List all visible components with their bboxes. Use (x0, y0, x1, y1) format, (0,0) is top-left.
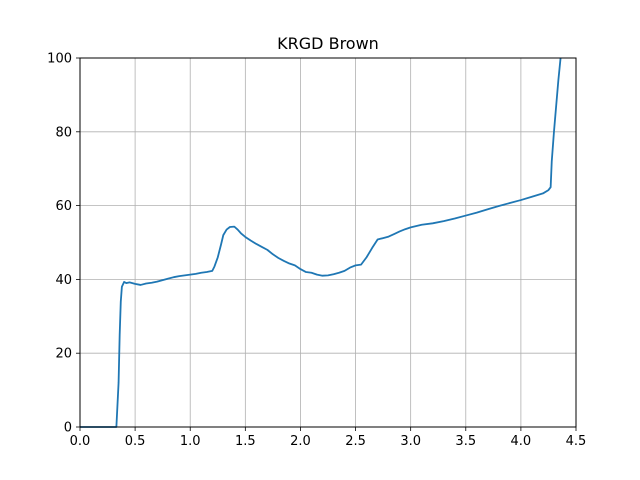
y-tick-label: 60 (55, 199, 72, 214)
x-tick-label: 1.0 (180, 434, 201, 449)
x-tick-label: 3.0 (400, 434, 421, 449)
grid-lines (79, 57, 577, 428)
x-tick-label: 0.5 (125, 434, 146, 449)
x-axis: 0.0 0.5 1.0 1.5 2.0 2.5 3.0 3.5 4.0 4.5 (70, 427, 587, 449)
y-tick-label: 100 (47, 52, 72, 67)
y-tick-label: 20 (55, 347, 72, 362)
x-tick-label: 4.5 (566, 434, 587, 449)
x-tick-label: 3.5 (455, 434, 476, 449)
x-tick-label: 0.0 (70, 434, 91, 449)
plot-frame (79, 57, 577, 428)
x-tick-label: 2.5 (345, 434, 366, 449)
x-tick-label: 2.0 (290, 434, 311, 449)
x-tick-label: 1.5 (235, 434, 256, 449)
y-tick-label: 40 (55, 273, 72, 288)
x-tick-label: 4.0 (511, 434, 532, 449)
chart-title: KRGD Brown (277, 34, 379, 53)
y-axis: 0 20 40 60 80 100 (47, 52, 80, 436)
y-tick-label: 80 (55, 125, 72, 140)
y-tick-label: 0 (64, 421, 72, 436)
series-line-0 (80, 57, 562, 428)
series-layer (80, 57, 562, 428)
